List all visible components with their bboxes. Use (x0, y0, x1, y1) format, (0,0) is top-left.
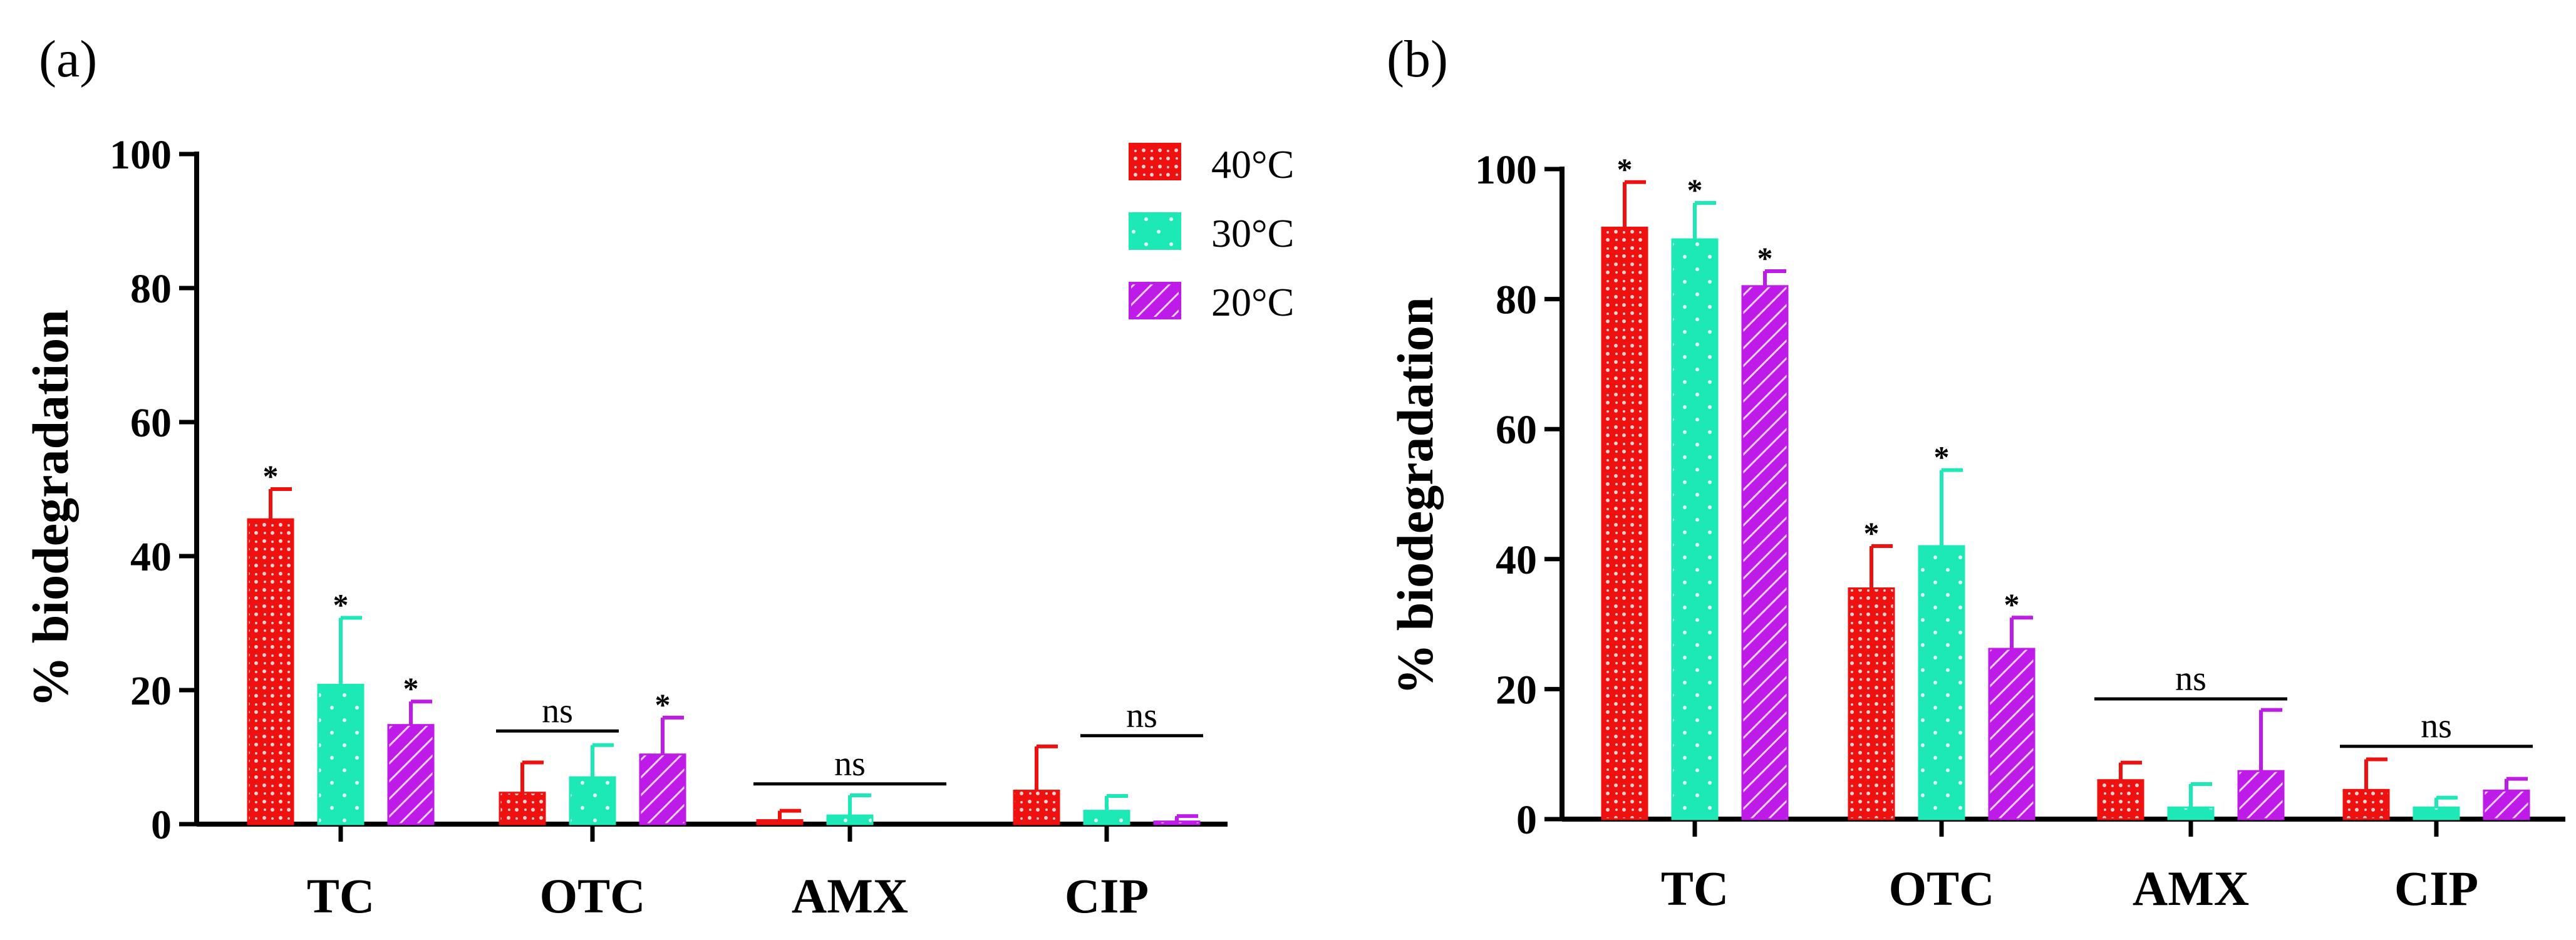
legend-label-20: 20°C (1211, 280, 1294, 324)
bar-tc-20c (1741, 285, 1789, 820)
ns-label: ns (1126, 696, 1157, 735)
significance-star: * (1864, 515, 1880, 550)
y-axis-label: % biodegradation (22, 309, 79, 708)
bar-amx-40c (756, 819, 804, 825)
bar-otc-20c (1988, 648, 2035, 820)
y-tick-label: 20 (1496, 667, 1537, 713)
y-tick-label: 40 (130, 534, 172, 580)
bar-cip-40c (1013, 790, 1060, 825)
bar-cip-20c (1153, 820, 1201, 825)
ns-label: ns (834, 745, 866, 783)
bar-tc-30c (317, 683, 365, 825)
significance-star: * (1757, 240, 1773, 276)
bar-tc-30c (1671, 238, 1719, 820)
bar-cip-20c (2483, 789, 2530, 820)
x-category-label: AMX (792, 869, 908, 923)
y-tick-label: 60 (1496, 407, 1537, 453)
panel-label-a: (a) (39, 30, 97, 88)
bar-tc-40c (1601, 226, 1648, 820)
ns-label: ns (2421, 707, 2452, 746)
bar-otc-30c (1918, 545, 1965, 820)
legend: 40°C 30°C 20°C (1129, 142, 1294, 324)
y-tick-label: 80 (1496, 277, 1537, 323)
y-tick-label: 100 (1475, 147, 1537, 193)
bar-amx-40c (2097, 779, 2144, 820)
x-category-label: OTC (1888, 861, 1994, 916)
x-category-label: AMX (2133, 861, 2249, 916)
significance-star: * (655, 687, 671, 722)
bar-otc-40c (1848, 587, 1895, 820)
bar-tc-20c (387, 724, 435, 825)
bar-cip-30c (2413, 806, 2460, 820)
legend-swatch-20 (1129, 282, 1181, 319)
x-category-label: CIP (1065, 869, 1149, 923)
y-tick-label: 100 (110, 132, 172, 178)
chart-panel-a: 0 20 40 60 80 100 % biodegradation TC OTC AMX CIP *… (22, 132, 1228, 923)
x-category-label: TC (307, 869, 375, 923)
bar-cip-30c (1083, 810, 1130, 825)
bar-amx-30c (2167, 806, 2215, 820)
y-tick-label: 80 (130, 266, 172, 312)
x-category-label: CIP (2394, 861, 2478, 916)
significance-star: * (1617, 152, 1633, 187)
y-tick-label: 60 (130, 400, 172, 446)
legend-label-40: 40°C (1211, 142, 1294, 187)
bar-otc-40c (499, 792, 546, 825)
x-category-label: TC (1661, 861, 1729, 916)
bar-amx-20c (2237, 770, 2285, 820)
y-tick-label: 40 (1496, 537, 1537, 583)
bar-otc-30c (569, 776, 616, 825)
significance-star: * (333, 587, 349, 622)
bar-tc-40c (247, 518, 294, 825)
ns-label: ns (2175, 659, 2206, 698)
y-tick-label: 20 (130, 668, 172, 714)
significance-star: * (1934, 440, 1950, 475)
y-tick-label: 0 (1516, 797, 1537, 843)
bar-otc-20c (639, 753, 686, 825)
ns-label: ns (542, 691, 573, 730)
y-tick-label: 0 (151, 802, 172, 848)
panel-label-b: (b) (1387, 30, 1448, 88)
legend-swatch-40 (1129, 143, 1181, 180)
legend-swatch-30 (1129, 212, 1181, 250)
chart-panel-b: 0 20 40 60 80 100 % biodegradation TC OTC AMX CIP *… (1387, 147, 2565, 916)
y-axis-label: % biodegradation (1387, 297, 1444, 695)
bar-cip-40c (2342, 788, 2390, 820)
significance-star: * (403, 671, 419, 706)
legend-label-30: 30°C (1211, 211, 1294, 256)
significance-star: * (263, 458, 279, 493)
x-category-label: OTC (539, 869, 645, 923)
significance-star: * (2004, 587, 2020, 622)
significance-star: * (1687, 172, 1703, 207)
bar-amx-30c (826, 814, 874, 825)
